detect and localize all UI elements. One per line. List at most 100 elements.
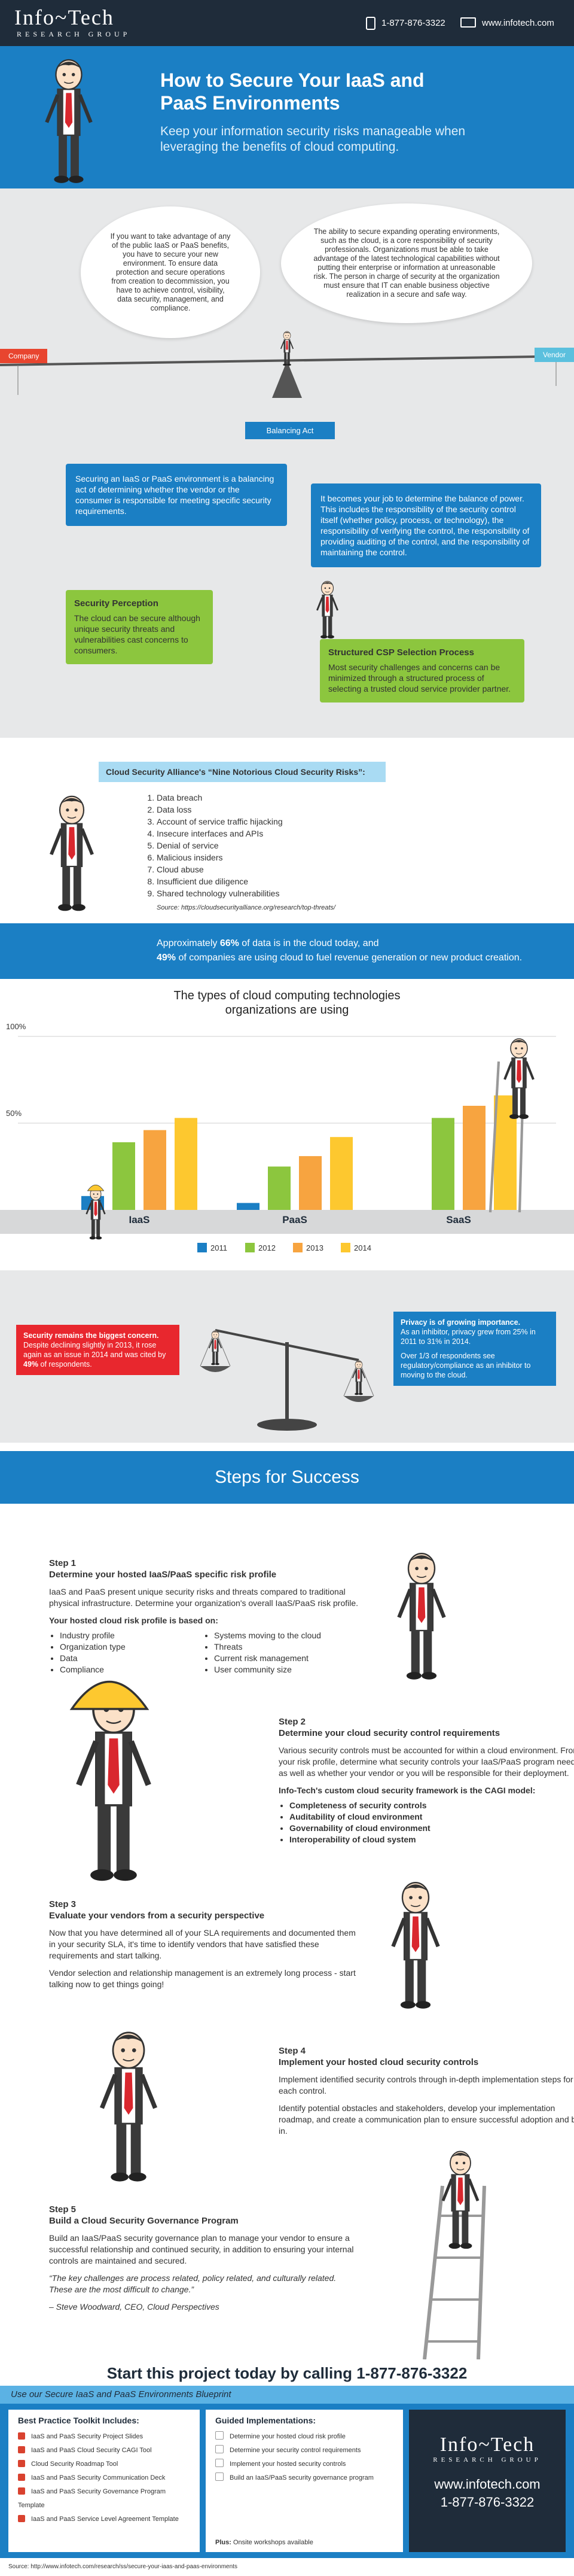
steps-section: Step 1 Determine your hosted IaaS/PaaS sp… [0,1504,574,2361]
risks-title: Cloud Security Alliance's “Nine Notoriou… [99,762,386,782]
list-item: Governability of cloud environment [289,1823,574,1834]
step-label: Step 4 [279,2046,306,2056]
stat-line: Approximately 66% of data is in the clou… [157,936,574,951]
box-text: The cloud can be secure although unique … [74,613,200,655]
list-item: Data loss [157,804,283,816]
list-item: User community size [214,1664,360,1675]
step-label: Step 2 [279,1717,306,1727]
legend-swatch [197,1243,207,1252]
selection-box: Structured CSP Selection Process Most se… [320,639,524,702]
text: of data is in the cloud today, and [239,938,379,948]
box-text: Most security challenges and concerns ca… [328,662,511,694]
step: Step 1 Determine your hosted IaaS/PaaS sp… [49,1558,360,1675]
chart-title: The types of cloud computing technologie… [173,989,401,1017]
step-title: Determine your cloud security control re… [279,1728,500,1738]
footer: Use our Secure IaaS and PaaS Environment… [0,2386,574,2558]
step-list: Completeness of security controlsAuditab… [279,1800,574,1845]
vendor-tag: Vendor [534,348,574,362]
toolkit-list: IaaS and PaaS Security Project Slides Iaa… [18,2430,190,2526]
legend-label: 2011 [210,1243,227,1252]
list-item: Compliance [60,1664,206,1675]
plus-line: Plus: Onsite workshops available [215,2539,313,2546]
legend-swatch [341,1243,350,1252]
legend-label: 2012 [258,1243,276,1252]
step-text: Various security controls must be accoun… [279,1745,574,1778]
step-title: Evaluate your vendors from a security pe… [49,1911,265,1921]
hero: How to Secure Your IaaS and PaaS Environ… [0,46,574,188]
list-item: Threats [214,1641,360,1653]
center-figure [272,331,302,367]
cta: Start this project today by calling 1-87… [106,2364,468,2382]
list-item: Malicious insiders [157,851,283,863]
hardhat [88,1185,104,1191]
list-item: Implement your hosted security controls [215,2458,393,2471]
list-item: Systems moving to the cloud [214,1630,360,1641]
text: of respondents. [38,1360,92,1368]
stat-line: 49% of companies are using cloud to fuel… [157,951,574,965]
step-figure [90,2030,167,2186]
list-item: Insufficient due diligence [157,875,283,887]
legend-label: 2014 [354,1243,371,1252]
list-item: Interoperability of cloud system [289,1834,574,1845]
list-item: Account of service traffic hijacking [157,816,283,828]
step-title: Implement your hosted cloud security con… [279,2057,479,2067]
legend-label: 2013 [306,1243,323,1252]
perception-box: Security Perception The cloud can be sec… [66,590,213,664]
risks-figure [42,795,102,914]
step: Step 5 Build a Cloud Security Governance … [49,2204,360,2313]
chart: The types of cloud computing technologie… [0,989,574,1252]
list-item: IaaS and PaaS Security Governance Progra… [18,2485,190,2513]
toolkit-panel: Best Practice Toolkit Includes: IaaS and… [8,2410,200,2552]
list-item: Cloud abuse [157,863,283,875]
guided-title: Guided Implementations: [215,2416,316,2425]
x-tick-label: PaaS [282,1214,307,1225]
scale-figure [350,1360,368,1396]
x-tick-label: SaaS [446,1214,471,1225]
list-item: IaaS and PaaS Security Project Slides [18,2430,190,2444]
box-left: Securing an IaaS or PaaS environment is … [66,464,287,526]
box-title: Structured CSP Selection Process [328,647,474,658]
x-tick-label: IaaS [129,1214,150,1225]
bar [144,1130,166,1210]
step-title: Determine your hosted IaaS/PaaS specific… [49,1570,277,1580]
step: Step 3 Evaluate your vendors from a secur… [49,1899,360,1990]
list-item: Organization type [60,1641,206,1653]
bar [175,1118,197,1210]
bar [268,1166,291,1210]
toolkit-title: Best Practice Toolkit Includes: [18,2416,139,2425]
list-item: Industry profile [60,1630,206,1641]
cloud-right: The ability to secure expanding operatin… [281,203,532,323]
step-text: Identify potential obstacles and stakeho… [279,2103,574,2136]
step-figure [60,1683,167,1887]
step-figure [389,1552,454,1683]
contact-panel: Info~Tech RESEARCH GROUP www.infotech.co… [409,2410,566,2552]
web-icon [460,17,476,28]
plus: Plus: [215,2539,231,2546]
website: www.infotech.com [434,2477,541,2492]
scale-figure [206,1330,224,1366]
list-item: Cloud Security Roadmap Tool [18,2458,190,2471]
logo-sub: RESEARCH GROUP [433,2456,542,2464]
logo: Info~Tech [14,5,114,29]
stats-band: Approximately 66% of data is in the clou… [0,923,574,979]
text: Approximately [157,938,220,948]
step-figure [383,1881,448,2012]
list-item: Determine your security control requirem… [215,2444,393,2458]
list-item: Auditability of cloud environment [289,1811,574,1823]
text: Despite declining slightly in 2013, it r… [23,1341,166,1359]
step-label: Step 5 [49,2204,77,2215]
ladder [423,2185,486,2359]
box-right: It becomes your job to determine the bal… [311,483,541,567]
text: As an inhibitor, privacy grew from 25% i… [401,1328,536,1346]
list-item: Current risk management [214,1653,360,1664]
source: Source: https://cloudsecurityalliance.or… [157,904,335,911]
list-item: Build an IaaS/PaaS security governance p… [215,2471,393,2485]
cloud-text: The ability to secure expanding operatin… [313,227,500,299]
concerns-section: Security remains the biggest concern. De… [0,1270,574,1443]
box-title: Security remains the biggest concern. [23,1331,159,1340]
step: Step 4 Implement your hosted cloud securi… [279,2045,574,2137]
balancing-act: Balancing Act [245,422,335,439]
company-tag: Company [0,349,48,363]
box-title: Privacy is of growing importance. [401,1318,521,1327]
